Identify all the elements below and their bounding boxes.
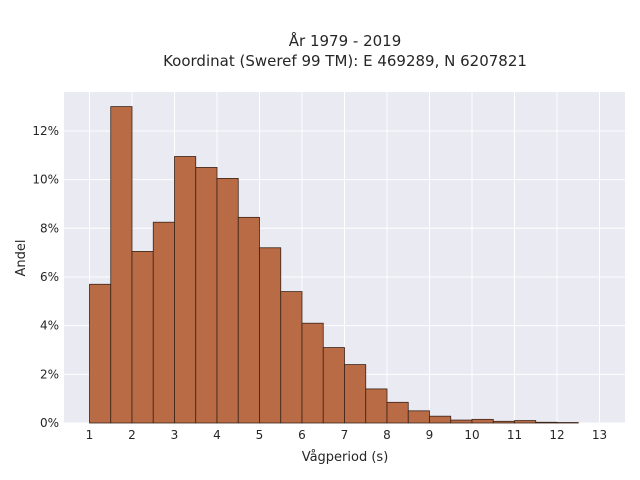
y-tick-label: 0%	[40, 416, 59, 430]
x-tick-label: 12	[549, 428, 564, 442]
x-tick-label: 6	[298, 428, 306, 442]
histogram-bar	[195, 167, 218, 424]
x-tick-label: 5	[256, 428, 264, 442]
chart-title-line1: År 1979 - 2019	[289, 31, 402, 50]
histogram-bar	[89, 283, 112, 424]
x-tick-label: 7	[341, 428, 349, 442]
x-tick-label: 3	[171, 428, 179, 442]
chart-title-line2: Koordinat (Sweref 99 TM): E 469289, N 62…	[163, 52, 527, 70]
histogram-bar	[386, 401, 409, 424]
x-tick-label: 8	[383, 428, 391, 442]
x-axis-label: Vågperiod (s)	[302, 450, 389, 465]
x-tick-label: 1	[86, 428, 94, 442]
x-axis-ticks: 1 2 3 4 5 6 7 8 9 10 11 12 13	[86, 428, 607, 442]
x-tick-label: 9	[426, 428, 434, 442]
histogram-bar	[237, 216, 260, 424]
y-tick-label: 12%	[32, 124, 59, 138]
histogram-bar	[301, 322, 324, 424]
y-tick-label: 4%	[40, 319, 59, 333]
y-tick-label: 8%	[40, 221, 59, 235]
y-tick-label: 6%	[40, 270, 59, 284]
y-axis-ticks: 0% 2% 4% 6% 8% 10% 12%	[32, 124, 59, 430]
histogram-bar	[259, 247, 282, 424]
x-tick-label: 10	[464, 428, 479, 442]
histogram-bar	[514, 420, 537, 424]
histogram-bar	[131, 251, 154, 424]
x-tick-label: 4	[213, 428, 221, 442]
histogram-bar	[216, 178, 239, 424]
histogram-bar	[450, 419, 473, 424]
histogram-bar	[535, 421, 558, 424]
bars	[89, 106, 579, 424]
histogram-bar	[280, 291, 303, 424]
y-tick-label: 2%	[40, 367, 59, 381]
histogram-bar	[492, 420, 515, 424]
histogram-bar	[322, 347, 345, 424]
histogram-bar	[152, 221, 175, 424]
histogram-bar	[365, 388, 388, 424]
x-tick-label: 11	[507, 428, 522, 442]
x-tick-label: 2	[128, 428, 136, 442]
histogram-bar	[344, 364, 367, 424]
x-tick-label: 13	[592, 428, 607, 442]
y-axis-label: Andel	[14, 240, 29, 277]
histogram-bar	[429, 415, 452, 424]
histogram-bar	[407, 410, 430, 424]
y-tick-label: 10%	[32, 173, 59, 187]
histogram-bar	[174, 156, 197, 424]
histogram-bar	[110, 106, 133, 424]
histogram-bar	[471, 418, 494, 424]
